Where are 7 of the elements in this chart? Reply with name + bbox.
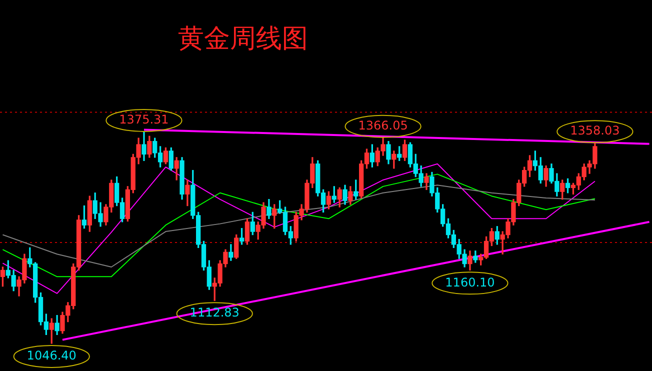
annotation: 1358.03: [570, 124, 620, 138]
annotation: 1375.31: [119, 112, 169, 127]
chart-title: 黄金周线图: [178, 24, 308, 54]
annotation: 1366.05: [358, 118, 408, 133]
annotation: 1046.40: [26, 348, 76, 363]
annotation: 1112.83: [190, 306, 240, 320]
annotation: 1160.10: [445, 275, 495, 290]
